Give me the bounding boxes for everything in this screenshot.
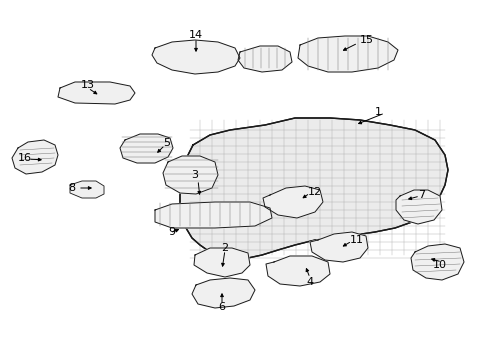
- Text: 14: 14: [188, 30, 203, 40]
- Polygon shape: [192, 278, 254, 308]
- Polygon shape: [395, 190, 441, 224]
- Polygon shape: [194, 248, 249, 277]
- Text: 5: 5: [163, 138, 170, 148]
- Polygon shape: [163, 156, 218, 194]
- Text: 4: 4: [306, 277, 313, 287]
- Text: 9: 9: [168, 227, 175, 237]
- Polygon shape: [58, 82, 135, 104]
- Polygon shape: [152, 40, 240, 74]
- Polygon shape: [12, 140, 58, 174]
- Text: 15: 15: [359, 35, 373, 45]
- Polygon shape: [309, 232, 367, 262]
- Text: 13: 13: [81, 80, 95, 90]
- Text: 11: 11: [349, 235, 363, 245]
- Text: 2: 2: [221, 243, 228, 253]
- Text: 1: 1: [374, 107, 381, 117]
- Polygon shape: [180, 118, 447, 258]
- Polygon shape: [70, 181, 104, 198]
- Text: 6: 6: [218, 302, 225, 312]
- Polygon shape: [297, 36, 397, 72]
- Text: 8: 8: [68, 183, 75, 193]
- Polygon shape: [263, 186, 323, 218]
- Polygon shape: [238, 46, 291, 72]
- Polygon shape: [155, 202, 271, 228]
- Text: 3: 3: [191, 170, 198, 180]
- Text: 12: 12: [307, 187, 322, 197]
- Polygon shape: [410, 244, 463, 280]
- Polygon shape: [120, 134, 173, 163]
- Polygon shape: [265, 256, 329, 286]
- Text: 16: 16: [18, 153, 32, 163]
- Text: 7: 7: [417, 190, 424, 200]
- Text: 10: 10: [432, 260, 446, 270]
